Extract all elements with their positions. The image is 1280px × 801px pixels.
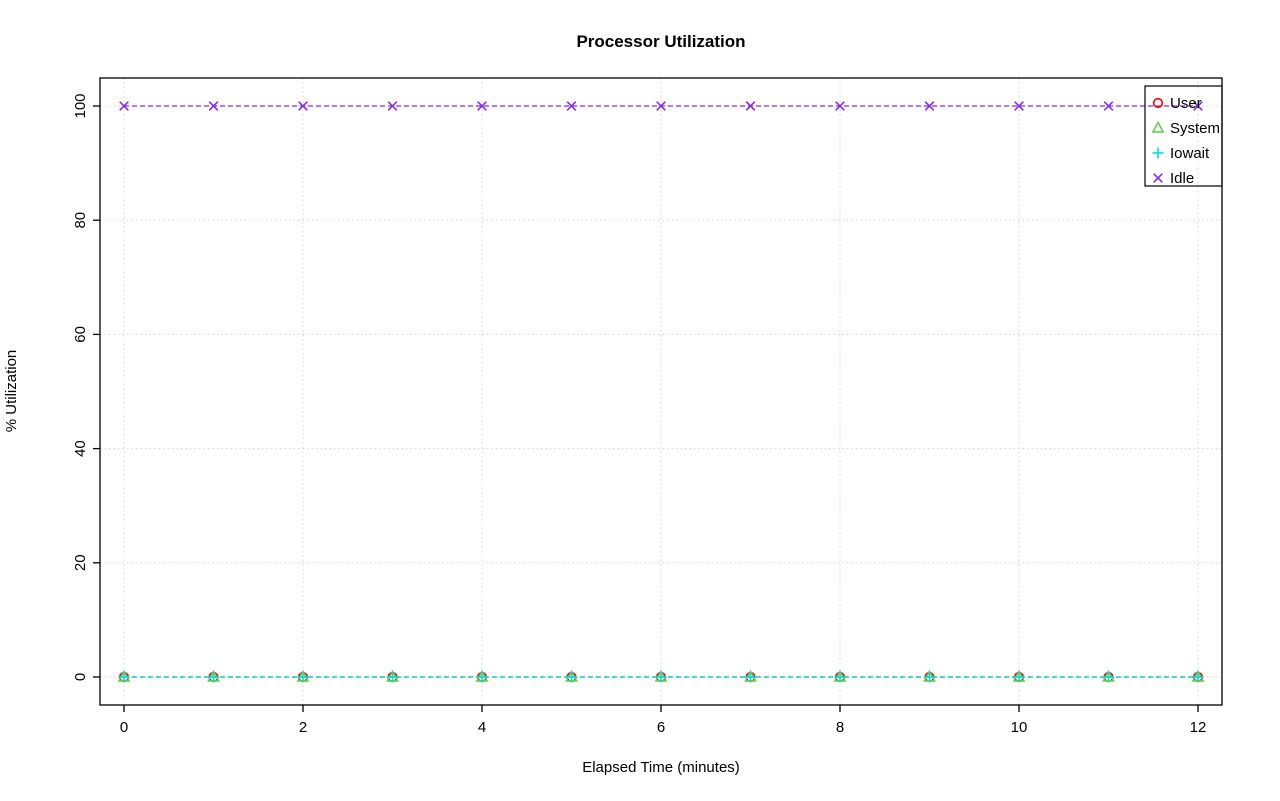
y-tick-label: 40 [72, 440, 89, 457]
series-idle [119, 101, 1203, 111]
y-tick-label: 20 [72, 554, 89, 571]
legend-item-system: System [1151, 120, 1220, 137]
legend-label: Idle [1170, 170, 1194, 187]
x-axis-label: Elapsed Time (minutes) [582, 759, 740, 776]
series-iowait [118, 671, 1204, 683]
y-tick-label: 100 [72, 93, 89, 118]
x-tick-label: 10 [1011, 719, 1028, 736]
plot-border [99, 77, 1223, 706]
legend-label: Iowait [1170, 145, 1210, 162]
x-tick-label: 4 [478, 719, 486, 736]
y-tick-label: 80 [72, 212, 89, 229]
legend-item-iowait: Iowait [1152, 145, 1210, 162]
x-tick-label: 8 [836, 719, 844, 736]
legend-box [1144, 85, 1223, 187]
legend-item-user: User [1152, 95, 1202, 112]
gridlines [100, 78, 1222, 705]
series-layer [117, 101, 1205, 683]
legend-label: User [1170, 95, 1202, 112]
x-tick-label: 6 [657, 719, 665, 736]
x-tick-label: 12 [1190, 719, 1207, 736]
legend-label: System [1170, 120, 1220, 137]
chart-title: Processor Utilization [576, 32, 745, 51]
y-axis-label: % Utilization [3, 350, 20, 433]
y-tick-label: 60 [72, 326, 89, 343]
legend-item-idle: Idle [1153, 170, 1194, 187]
x-tick-label: 2 [299, 719, 307, 736]
x-tick-label: 0 [120, 719, 128, 736]
axes: 0 2 4 6 8 10 12 0 20 40 60 80 100 [72, 93, 1206, 736]
legend: User System Iowait Idle [1144, 85, 1223, 187]
y-tick-label: 0 [72, 673, 89, 681]
